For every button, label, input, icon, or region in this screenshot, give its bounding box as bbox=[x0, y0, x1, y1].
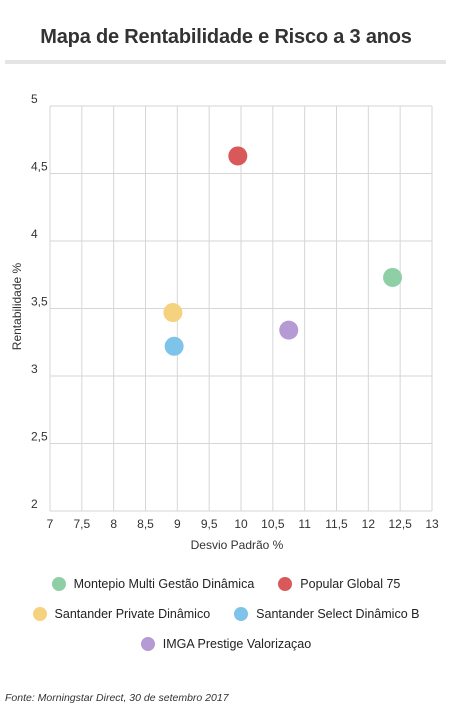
x-axis-title: Desvio Padrão % bbox=[191, 538, 284, 552]
y-tick-label: 4,5 bbox=[31, 160, 48, 174]
x-tick-label: 13 bbox=[425, 517, 439, 531]
data-point bbox=[163, 303, 182, 322]
x-tick-label: 11 bbox=[298, 517, 311, 531]
legend-label-montepio: Montepio Multi Gestão Dinâmica bbox=[74, 577, 255, 591]
data-point bbox=[279, 321, 298, 340]
legend-item-popular: Popular Global 75 bbox=[278, 577, 400, 591]
legend-item-santander-select: Santander Select Dinâmico B bbox=[234, 607, 419, 621]
legend-label-popular: Popular Global 75 bbox=[300, 577, 400, 591]
legend-item-santander-private: Santander Private Dinâmico bbox=[33, 607, 211, 621]
x-tick-label: 12,5 bbox=[388, 517, 412, 531]
legend-swatch-imga bbox=[141, 637, 155, 651]
legend-label-imga: IMGA Prestige Valorizaçao bbox=[163, 637, 311, 651]
legend-item-imga: IMGA Prestige Valorizaçao bbox=[141, 637, 311, 651]
x-tick-label: 9,5 bbox=[201, 517, 218, 531]
y-tick-label: 3 bbox=[31, 362, 38, 376]
legend-swatch-popular bbox=[278, 577, 292, 591]
y-tick-label: 3,5 bbox=[31, 295, 48, 309]
x-tick-label: 10 bbox=[234, 517, 248, 531]
y-axis-title: Rentabilidade % bbox=[10, 262, 24, 350]
data-point bbox=[165, 337, 184, 356]
x-tick-label: 12 bbox=[362, 517, 376, 531]
y-tick-label: 5 bbox=[31, 92, 38, 106]
scatter-chart: 7 7,5 8 8,5 9 9,5 10 10,5 11 11,5 12 12,5 13 2 2,5 3 3,5… bbox=[0, 0, 470, 560]
legend-swatch-montepio bbox=[52, 577, 66, 591]
legend-label-santander-select: Santander Select Dinâmico B bbox=[256, 607, 419, 621]
x-tick-label: 11,5 bbox=[325, 517, 348, 531]
y-tick-label: 2,5 bbox=[31, 430, 48, 444]
data-point bbox=[383, 268, 402, 287]
x-tick-label: 7 bbox=[47, 517, 54, 531]
data-point bbox=[228, 146, 247, 165]
y-tick-label: 4 bbox=[31, 227, 38, 241]
y-tick-label: 2 bbox=[31, 497, 38, 511]
x-tick-label: 10,5 bbox=[261, 517, 285, 531]
legend-swatch-santander-select bbox=[234, 607, 248, 621]
legend-label-santander-private: Santander Private Dinâmico bbox=[55, 607, 211, 621]
x-tick-label: 8,5 bbox=[137, 517, 154, 531]
x-tick-label: 8 bbox=[110, 517, 117, 531]
source-note: Fonte: Morningstar Direct, 30 de setembr… bbox=[5, 692, 229, 704]
x-tick-label: 7,5 bbox=[73, 517, 90, 531]
x-tick-label: 9 bbox=[174, 517, 181, 531]
legend-swatch-santander-private bbox=[33, 607, 47, 621]
legend-item-montepio: Montepio Multi Gestão Dinâmica bbox=[52, 577, 255, 591]
